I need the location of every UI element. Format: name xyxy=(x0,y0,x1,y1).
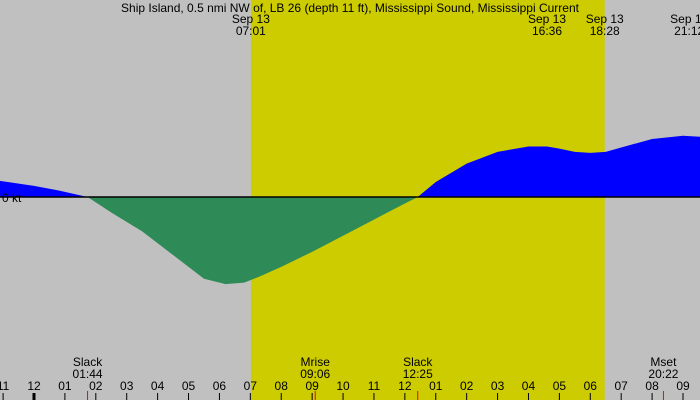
event-time-1: 09:06 xyxy=(300,367,330,381)
hour-tick-label-22: 09 xyxy=(676,379,690,393)
hour-tick-label-16: 03 xyxy=(491,379,505,393)
hour-tick-label-20: 07 xyxy=(615,379,629,393)
hour-tick-label-17: 04 xyxy=(522,379,536,393)
hour-tick-label-1: 12 xyxy=(27,379,41,393)
event-time-2: 12:25 xyxy=(403,367,433,381)
hour-tick-label-18: 05 xyxy=(553,379,567,393)
event-label-3: Mset xyxy=(650,355,677,369)
event-label-0: Slack xyxy=(73,355,103,369)
hour-tick-label-6: 05 xyxy=(182,379,196,393)
hour-tick-label-5: 04 xyxy=(151,379,165,393)
event-label-2: Slack xyxy=(403,355,433,369)
ebb-area-1 xyxy=(87,197,418,285)
hour-tick-label-9: 08 xyxy=(275,379,289,393)
flood-area-2 xyxy=(417,135,700,197)
sun-event-date-2: Sep 13 xyxy=(586,12,624,26)
event-time-0: 01:44 xyxy=(73,367,103,381)
chart-title: Ship Island, 0.5 nmi NW of, LB 26 (depth… xyxy=(121,1,580,15)
hour-tick-label-3: 02 xyxy=(89,379,103,393)
hour-tick-label-2: 01 xyxy=(58,379,72,393)
hour-tick-label-7: 06 xyxy=(213,379,227,393)
zero-knot-label: 0 kt xyxy=(2,191,22,205)
sun-event-time-0: 07:01 xyxy=(236,24,266,38)
current-area-layer xyxy=(0,135,700,285)
event-time-3: 20:22 xyxy=(648,367,678,381)
hour-tick-label-12: 11 xyxy=(368,379,381,393)
hour-tick-label-14: 01 xyxy=(429,379,443,393)
hour-tick-label-10: 09 xyxy=(305,379,319,393)
hour-tick-label-21: 08 xyxy=(645,379,659,393)
sun-event-time-1: 16:36 xyxy=(532,24,562,38)
hour-tick-label-19: 06 xyxy=(584,379,598,393)
sun-event-time-2: 18:28 xyxy=(590,24,620,38)
hour-tick-label-13: 12 xyxy=(398,379,412,393)
hour-tick-label-15: 02 xyxy=(460,379,474,393)
sun-event-time-3: 21:12 xyxy=(674,24,700,38)
event-label-1: Mrise xyxy=(301,355,331,369)
sun-event-date-3: Sep 12 xyxy=(670,12,700,26)
flood-area-0 xyxy=(0,180,88,197)
hour-axis: 11 12 01 02 03 04 05 06 07 08 09 10 11 12 01 02 03 04 05 06… xyxy=(0,379,690,400)
hour-tick-label-0: 11 xyxy=(0,379,10,393)
hour-tick-label-4: 03 xyxy=(120,379,134,393)
sun-event-date-1: Sep 13 xyxy=(528,12,566,26)
sun-event-date-0: Sep 13 xyxy=(232,12,270,26)
hour-tick-label-8: 07 xyxy=(244,379,258,393)
hour-tick-label-11: 10 xyxy=(336,379,350,393)
